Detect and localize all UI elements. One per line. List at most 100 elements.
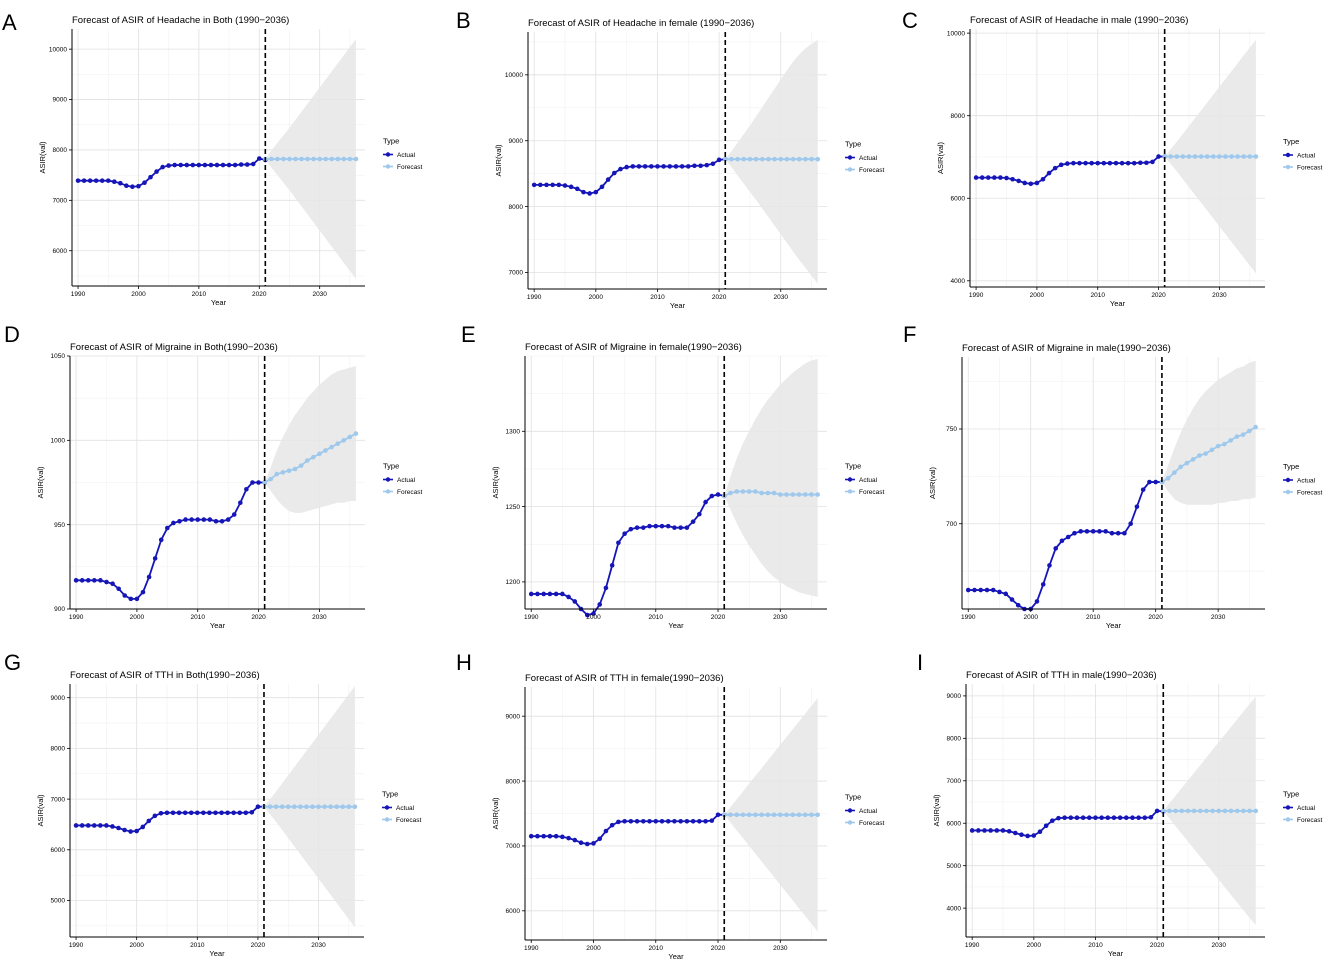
- actual-point: [1099, 815, 1104, 821]
- forecast-point: [274, 471, 280, 477]
- actual-line: [968, 481, 1162, 610]
- legend-label-forecast: Forecast: [397, 164, 422, 171]
- actual-point: [715, 492, 721, 497]
- actual-point: [92, 578, 97, 583]
- forecast-point: [1185, 808, 1191, 814]
- actual-point: [553, 833, 559, 839]
- actual-point: [715, 812, 721, 818]
- forecast-point: [281, 156, 286, 162]
- actual-point: [136, 183, 141, 189]
- actual-point: [73, 578, 79, 583]
- actual-point: [1084, 529, 1090, 534]
- actual-point: [969, 828, 975, 833]
- actual-point: [202, 162, 208, 168]
- forecast-point: [1168, 154, 1174, 159]
- x-tick-label: 2020: [251, 614, 266, 621]
- actual-point: [697, 818, 702, 824]
- forecast-point: [809, 156, 814, 162]
- y-tick-label: 8000: [509, 204, 524, 211]
- actual-point: [1037, 829, 1043, 835]
- forecast-point: [1192, 154, 1198, 159]
- actual-point: [566, 835, 571, 841]
- forecast-point: [329, 444, 334, 450]
- forecast-point: [734, 812, 740, 818]
- actual-line: [534, 158, 726, 195]
- actual-point: [124, 183, 129, 189]
- x-tick-label: 2030: [312, 614, 327, 621]
- forecast-point: [1210, 154, 1216, 159]
- panel-letter: E: [461, 322, 476, 347]
- actual-point: [1109, 530, 1115, 536]
- actual-point: [599, 184, 605, 190]
- forecast-point: [293, 156, 298, 162]
- actual-point: [597, 836, 603, 842]
- panel-title: Forecast of ASIR of Migraine in male(199…: [962, 343, 1171, 354]
- actual-point: [630, 164, 636, 169]
- actual-point: [238, 500, 243, 506]
- actual-line: [976, 155, 1165, 185]
- forecast-point: [790, 492, 796, 497]
- actual-point: [603, 828, 609, 834]
- forecast-point: [1197, 453, 1202, 458]
- actual-point: [1103, 529, 1108, 534]
- x-tick-label: 2030: [312, 291, 327, 298]
- actual-point: [547, 591, 553, 597]
- actual-point: [166, 163, 171, 168]
- x-axis-title: Year: [211, 298, 227, 307]
- forecast-point: [335, 156, 341, 162]
- actual-point: [710, 161, 716, 167]
- actual-point: [1101, 160, 1107, 166]
- forecast-point: [329, 156, 335, 162]
- series-actual: [531, 156, 728, 196]
- actual-point: [612, 170, 617, 176]
- x-tick-label: 1990: [969, 292, 984, 299]
- actual-point: [146, 574, 152, 580]
- forecast-point: [353, 431, 359, 436]
- actual-point: [220, 162, 226, 168]
- actual-point: [678, 525, 683, 530]
- forecast-point: [310, 454, 316, 460]
- forecast-point: [815, 492, 820, 497]
- actual-point: [1022, 180, 1028, 186]
- actual-point: [1025, 833, 1030, 839]
- y-tick-label: 750: [946, 426, 957, 433]
- forecast-point: [741, 156, 747, 162]
- actual-point: [79, 823, 85, 828]
- panel-letter: B: [456, 8, 471, 33]
- actual-point: [1105, 815, 1111, 821]
- forecast-point: [759, 812, 764, 818]
- actual-point: [154, 169, 159, 174]
- panel-title: Forecast of ASIR of TTH in female(1990−2…: [525, 673, 724, 684]
- actual-point: [1077, 160, 1082, 166]
- actual-point: [116, 586, 121, 592]
- legend-label-actual: Actual: [397, 477, 416, 484]
- forecast-point: [802, 812, 808, 818]
- actual-point: [550, 182, 555, 188]
- actual-point: [636, 164, 642, 169]
- actual-point: [1111, 815, 1117, 821]
- series-forecast: [721, 812, 820, 818]
- x-axis-title: Year: [210, 621, 226, 630]
- y-tick-label: 1250: [506, 504, 521, 511]
- actual-point: [244, 162, 250, 167]
- actual-point: [178, 162, 184, 168]
- actual-point: [990, 587, 996, 593]
- y-tick-label: 5000: [51, 898, 66, 905]
- actual-point: [171, 520, 176, 526]
- x-tick-label: 2030: [773, 614, 788, 621]
- forecast-point: [1160, 808, 1166, 814]
- y-tick-label: 10000: [505, 72, 523, 79]
- actual-point: [244, 486, 249, 492]
- forecast-point: [1179, 808, 1185, 814]
- x-tick-label: 2030: [311, 942, 326, 949]
- forecast-point: [734, 489, 740, 494]
- forecast-point: [1167, 808, 1172, 814]
- series-forecast: [1160, 808, 1259, 814]
- y-tick-label: 8000: [951, 113, 966, 120]
- forecast-point: [1247, 808, 1252, 814]
- actual-point: [587, 191, 592, 196]
- legend-key-point: [847, 489, 853, 494]
- actual-point: [243, 810, 249, 816]
- forecast-point: [299, 156, 304, 162]
- forecast-point: [1173, 808, 1178, 814]
